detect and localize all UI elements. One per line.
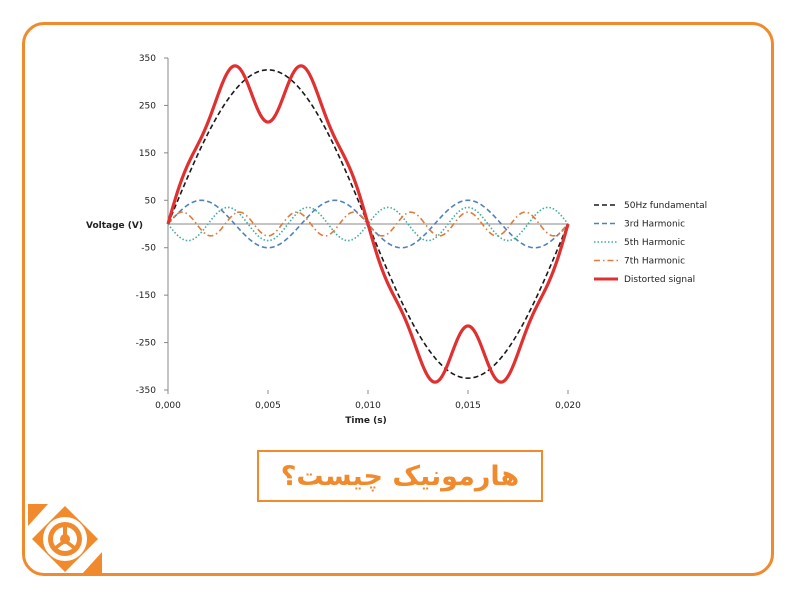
page-title: هارمونیک چیست؟ <box>280 460 520 492</box>
chart-series <box>166 64 570 384</box>
y-tick-label: -50 <box>141 244 156 254</box>
x-tick-labels: 0,000 0,005 0,010 0,015 0,020 <box>155 401 581 411</box>
legend-label: 5th Harmonic <box>624 238 685 248</box>
x-tick-label: 0,010 <box>355 401 381 411</box>
x-tick-label: 0,015 <box>455 401 481 411</box>
x-tick-label: 0,005 <box>255 401 281 411</box>
series-line <box>167 211 569 237</box>
y-tick-label: 350 <box>139 54 156 64</box>
series-line <box>167 206 569 242</box>
y-tick-label: -250 <box>136 339 157 349</box>
x-tick-label: 0,020 <box>555 401 581 411</box>
y-tick-label: 250 <box>139 101 156 111</box>
y-tick-label: 150 <box>139 149 156 159</box>
y-tick-label: -350 <box>136 386 157 396</box>
legend-label: 50Hz fundamental <box>624 201 707 211</box>
legend-label: Distorted signal <box>624 275 695 285</box>
card-frame <box>22 22 774 576</box>
x-tick-label: 0,000 <box>155 401 181 411</box>
steering-wheel-icon <box>28 504 102 574</box>
legend-label: 7th Harmonic <box>624 257 685 267</box>
legend-label: 3rd Harmonic <box>624 220 685 230</box>
title-box: هارمونیک چیست؟ <box>257 450 543 502</box>
y-axis-title: Voltage (V) <box>86 221 143 231</box>
chart-axes <box>164 57 569 394</box>
y-tick-labels: 350 250 150 50 -50 -150 -250 -350 <box>136 54 157 396</box>
series-line <box>166 64 570 384</box>
legend: 50Hz fundamental 3rd Harmonic 5th Harmonic… <box>594 201 707 285</box>
y-tick-label: -150 <box>136 291 157 301</box>
x-axis-title: Time (s) <box>345 416 386 426</box>
y-tick-label: 50 <box>145 196 157 206</box>
